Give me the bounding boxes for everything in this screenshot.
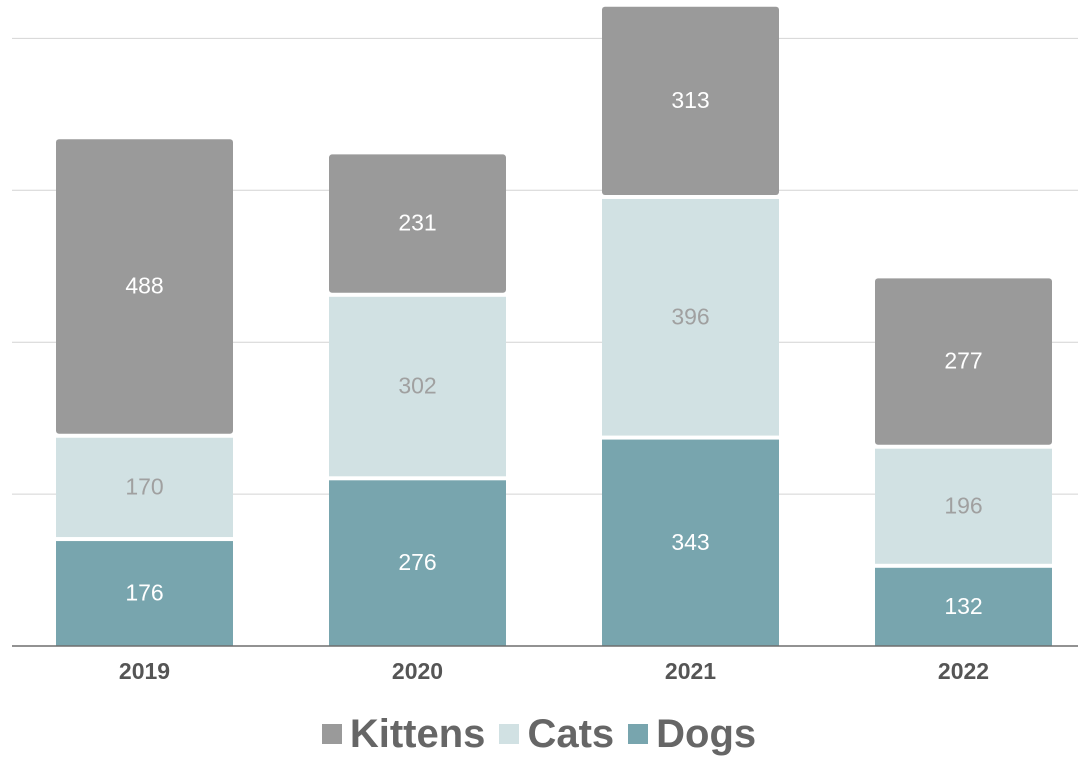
data-label-kittens-2020: 231 <box>398 210 436 236</box>
bar-segment-kittens-2022 <box>875 278 1052 445</box>
data-label-kittens-2021: 313 <box>671 87 709 113</box>
data-label-kittens-2019: 488 <box>125 273 163 299</box>
bar-segment-dogs-2021 <box>602 439 779 646</box>
bar-segment-cats-2019 <box>56 437 233 538</box>
legend: Kittens Cats Dogs <box>0 710 1078 758</box>
bar-segment-dogs-2019 <box>56 541 233 646</box>
data-label-dogs-2021: 343 <box>671 529 709 555</box>
bar-segment-cats-2022 <box>875 448 1052 564</box>
bars: 176 170 488 276 302 231 343 396 313 132 196 277 <box>56 6 1052 646</box>
stacked-bar-chart: 176 170 488 276 302 231 343 396 313 132 196 277 201… <box>12 6 1078 684</box>
x-tick-label-2022: 2022 <box>938 658 989 684</box>
x-tick-label-2021: 2021 <box>665 658 716 684</box>
legend-label-dogs: Dogs <box>656 712 757 756</box>
bar-segment-kittens-2020 <box>329 154 506 293</box>
legend-item-cats: Cats <box>499 710 614 758</box>
data-label-dogs-2019: 176 <box>125 580 163 606</box>
bar-segment-kittens-2021 <box>602 6 779 195</box>
data-label-cats-2020: 302 <box>398 373 436 399</box>
data-label-dogs-2020: 276 <box>398 549 436 575</box>
bar-segment-dogs-2022 <box>875 567 1052 646</box>
legend-swatch-dogs <box>628 724 649 744</box>
x-axis: 2019 2020 2021 2022 <box>12 645 1078 684</box>
data-label-cats-2019: 170 <box>125 473 163 499</box>
data-label-cats-2021: 396 <box>671 303 709 329</box>
x-tick-label-2019: 2019 <box>119 658 170 684</box>
legend-label-cats: Cats <box>527 712 615 756</box>
legend-label-kittens: Kittens <box>349 712 486 756</box>
bar-segment-cats-2020 <box>329 296 506 477</box>
legend-swatch-cats <box>499 724 520 744</box>
legend-swatch-kittens <box>321 724 342 744</box>
data-label-dogs-2022: 132 <box>944 593 982 619</box>
data-label-cats-2022: 196 <box>944 492 982 518</box>
bar-segment-cats-2021 <box>602 198 779 436</box>
bar-segment-kittens-2019 <box>56 139 233 434</box>
legend-item-kittens: Kittens <box>321 710 486 758</box>
legend-item-dogs: Dogs <box>628 710 756 758</box>
bar-segment-dogs-2020 <box>329 480 506 646</box>
x-tick-label-2020: 2020 <box>392 658 443 684</box>
data-label-kittens-2022: 277 <box>944 348 982 374</box>
